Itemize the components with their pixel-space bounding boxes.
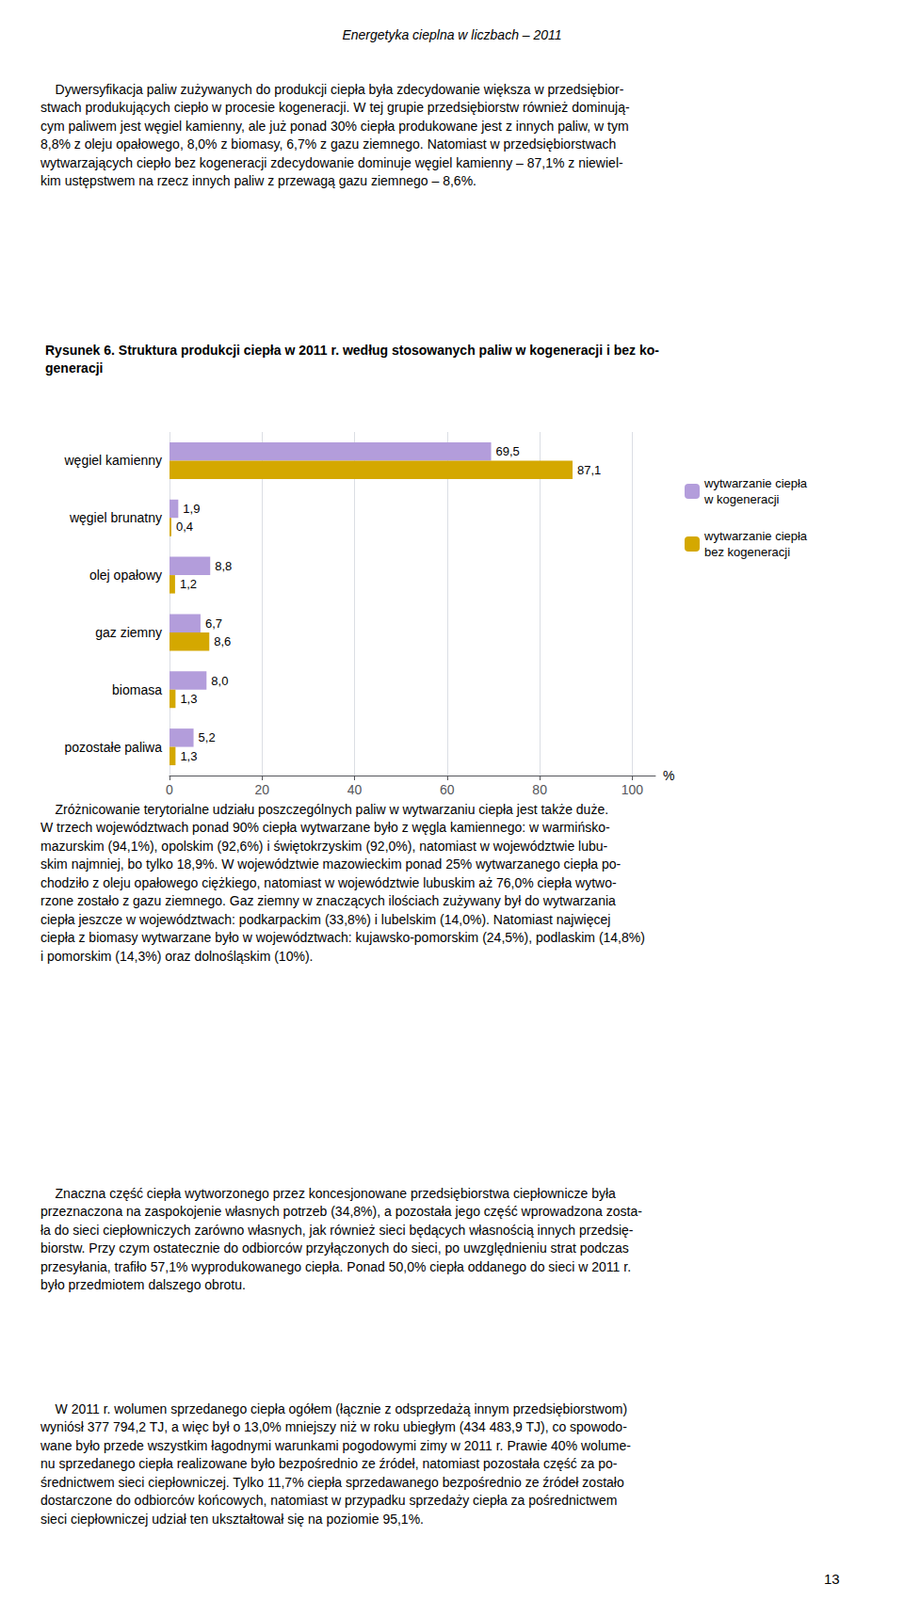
svg-text:Energetyka cieplna w liczbach: Energetyka cieplna w liczbach – 2011 [341, 27, 562, 43]
svg-text:0,4: 0,4 [176, 519, 194, 534]
svg-text:W trzech województwach ponad 9: W trzech województwach ponad 90% ciepła … [40, 820, 611, 836]
svg-text:Dywersyfikacja paliw zużywanyc: Dywersyfikacja paliw zużywanych do produ… [40, 81, 625, 97]
svg-text:ciepła jeszcze w województwach: ciepła jeszcze w województwach: podkarpa… [40, 912, 611, 928]
svg-text:skim najmniej, bo tylko 18,9%.: skim najmniej, bo tylko 18,9%. W wojewód… [40, 856, 622, 872]
svg-text:kim ustępstwem na rzecz innych: kim ustępstwem na rzecz innych paliw z p… [40, 173, 477, 189]
svg-text:Zróżnicowanie terytorialne udz: Zróżnicowanie terytorialne udziału poszc… [40, 802, 609, 818]
svg-text:1,2: 1,2 [179, 577, 197, 592]
svg-text:dostarczone do odbiorców końco: dostarczone do odbiorców końcowych, nato… [40, 1493, 617, 1509]
svg-text:%: % [662, 768, 675, 784]
svg-text:cym paliwem jest węgiel kamien: cym paliwem jest węgiel kamienny, ale ju… [40, 118, 630, 134]
svg-text:wane było przede wszystkim łag: wane było przede wszystkim łagodnymi war… [39, 1438, 631, 1454]
svg-text:wytwarzających ciepło bez koge: wytwarzających ciepło bez kogeneracji zd… [39, 155, 624, 171]
svg-text:60: 60 [439, 782, 455, 798]
svg-text:0: 0 [165, 782, 174, 798]
svg-text:bez kogeneracji: bez kogeneracji [704, 545, 791, 560]
svg-text:ciepła z biomasy wytwarzane by: ciepła z biomasy wytwarzane było w wojew… [40, 930, 646, 946]
svg-text:przesyłania, trafiło 57,1% wyp: przesyłania, trafiło 57,1% wyprodukowane… [40, 1259, 631, 1276]
svg-text:80: 80 [532, 782, 548, 798]
svg-text:pozostałe paliwa: pozostałe paliwa [64, 740, 162, 756]
svg-text:nu sprzedanego ciepła realizow: nu sprzedanego ciepła realizowane było b… [40, 1456, 618, 1472]
svg-text:8,8: 8,8 [214, 559, 232, 574]
svg-text:biomasa: biomasa [112, 682, 162, 698]
svg-text:i pomorskim (14,3%) oraz dolno: i pomorskim (14,3%) oraz dolnośląskim (1… [40, 949, 313, 965]
svg-text:węgiel kamienny: węgiel kamienny [64, 452, 163, 469]
svg-text:gaz ziemny: gaz ziemny [95, 625, 162, 641]
svg-text:mazurskim (94,1%), opolskim (9: mazurskim (94,1%), opolskim (92,6%) i św… [40, 839, 609, 855]
svg-text:wytwarzanie ciepła: wytwarzanie ciepła [703, 476, 808, 491]
svg-text:stwach produkujących ciepło w: stwach produkujących ciepło w procesie k… [40, 99, 630, 115]
svg-text:6,7: 6,7 [205, 616, 223, 631]
svg-text:sieci ciepłowniczej udział ten: sieci ciepłowniczej udział ten ukształto… [40, 1512, 424, 1528]
svg-text:69,5: 69,5 [496, 444, 520, 459]
svg-text:5,2: 5,2 [198, 730, 216, 745]
svg-text:olej opałowy: olej opałowy [89, 567, 162, 583]
svg-text:rzone zostało z gazu ziemnego.: rzone zostało z gazu ziemnego. Gaz ziemn… [40, 893, 616, 909]
svg-text:100: 100 [621, 782, 645, 798]
svg-text:węgiel brunatny: węgiel brunatny [68, 510, 162, 526]
svg-text:było przedmiotem dalszego obro: było przedmiotem dalszego obrotu. [40, 1277, 246, 1293]
svg-text:Znaczna część ciepła wytworzon: Znaczna część ciepła wytworzonego przez … [40, 1186, 616, 1202]
svg-text:wytwarzanie ciepła: wytwarzanie ciepła [703, 529, 808, 544]
svg-text:średnictwem sieci ciepłownicze: średnictwem sieci ciepłowniczej. Tylko 1… [40, 1475, 625, 1491]
svg-text:biorstw. Przy czym ostatecznie: biorstw. Przy czym ostatecznie do odbior… [40, 1241, 630, 1257]
svg-text:Rysunek 6. Struktura produkcji: Rysunek 6. Struktura produkcji ciepła w … [45, 342, 660, 358]
svg-text:przeznaczona na zaspokojenie w: przeznaczona na zaspokojenie własnych po… [40, 1204, 643, 1220]
svg-text:1,3: 1,3 [179, 692, 197, 707]
svg-text:40: 40 [347, 782, 363, 798]
svg-text:ła do sieci ciepłowniczych zar: ła do sieci ciepłowniczych zarówno własn… [40, 1223, 634, 1239]
svg-text:20: 20 [254, 782, 270, 798]
svg-text:1,3: 1,3 [179, 749, 197, 764]
svg-text:W 2011 r. wolumen sprzedanego: W 2011 r. wolumen sprzedanego ciepła ogó… [40, 1402, 628, 1418]
svg-text:wyniósł 377 794,2 TJ, a więc b: wyniósł 377 794,2 TJ, a więc był o 13,0%… [39, 1420, 628, 1436]
svg-text:w kogeneracji: w kogeneracji [703, 492, 780, 507]
svg-text:8,8% z oleju opałowego, 8,0% z: 8,8% z oleju opałowego, 8,0% z biomasy, … [40, 136, 616, 152]
svg-text:generacji: generacji [45, 360, 103, 376]
svg-text:8,0: 8,0 [210, 674, 228, 689]
svg-text:1,9: 1,9 [182, 501, 200, 517]
svg-text:8,6: 8,6 [213, 634, 231, 649]
svg-text:13: 13 [823, 1571, 840, 1588]
svg-text:chodziło z oleju opałowego cię: chodziło z oleju opałowego ciężkiego, na… [40, 875, 617, 891]
svg-text:87,1: 87,1 [577, 463, 601, 478]
